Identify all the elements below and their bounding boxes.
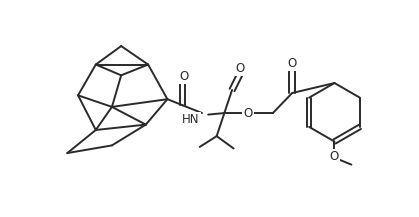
- Text: O: O: [235, 62, 244, 75]
- Text: O: O: [330, 150, 339, 163]
- Text: O: O: [179, 70, 188, 83]
- Text: O: O: [243, 107, 253, 120]
- Text: O: O: [287, 57, 297, 70]
- Text: HN: HN: [182, 113, 200, 126]
